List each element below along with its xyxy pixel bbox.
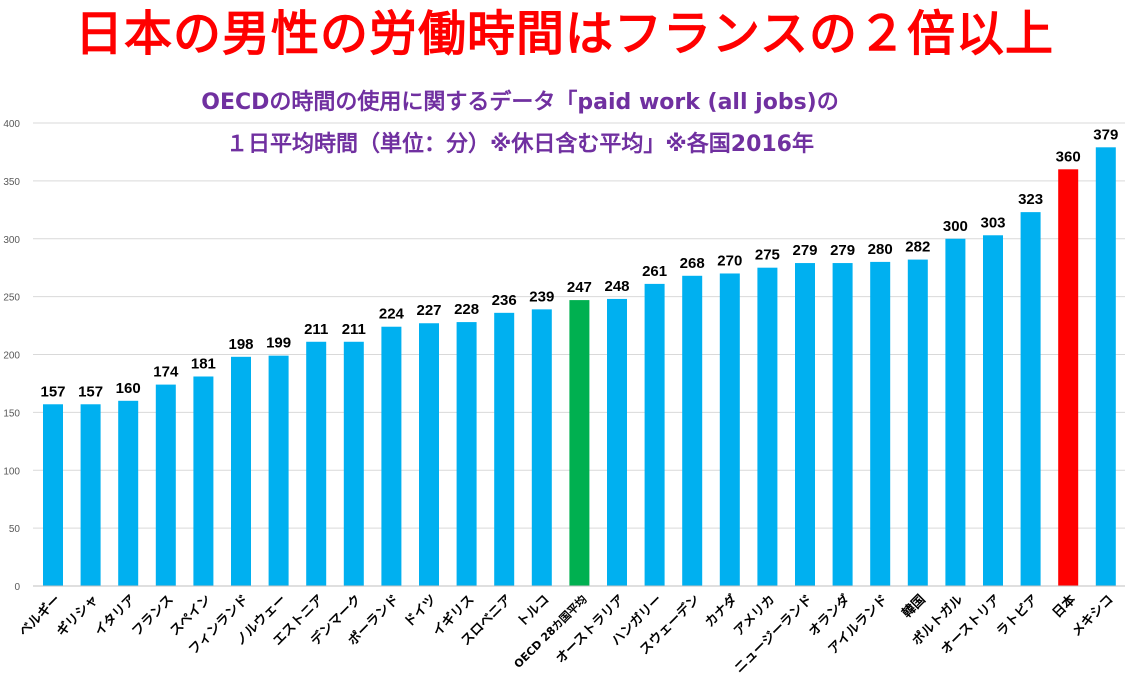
data-label: 248 (604, 278, 629, 295)
bar (644, 283, 665, 586)
bar (268, 355, 289, 586)
data-label: 279 (792, 242, 817, 259)
data-label: 303 (980, 214, 1005, 231)
data-label: 227 (416, 302, 441, 319)
bar (494, 312, 515, 586)
chart-title: 日本の男性の労働時間はフランスの２倍以上 (74, 6, 1055, 62)
x-tick-label: ギリシャ (53, 592, 101, 640)
bar (757, 267, 778, 586)
x-tick-label: 韓国 (899, 592, 929, 622)
bar (569, 300, 590, 586)
bar (456, 322, 477, 586)
data-label: 275 (755, 247, 780, 264)
data-label: 323 (1018, 191, 1043, 208)
bar (43, 404, 63, 586)
chart-subtitle-line-2: １日平均時間（単位：分）※休日含む平均」※各国2016年 (225, 132, 814, 157)
data-label: 360 (1056, 148, 1081, 165)
y-tick-label: 0 (14, 582, 20, 593)
bar (983, 235, 1003, 586)
bar (945, 238, 966, 586)
data-label: 300 (943, 218, 968, 235)
y-tick-label: 350 (3, 177, 20, 188)
y-tick-label: 150 (3, 408, 20, 419)
x-tick-label: 日本 (1049, 592, 1079, 622)
y-tick-label: 50 (9, 524, 21, 535)
data-label: 247 (567, 279, 592, 296)
x-tick-label: メキシコ (1069, 592, 1116, 639)
data-label: 174 (153, 364, 179, 381)
data-label: 157 (78, 383, 103, 400)
y-tick-label: 100 (3, 466, 20, 477)
bar (1020, 212, 1041, 586)
data-label: 211 (304, 321, 328, 338)
x-tick-label: ラトビア (993, 592, 1041, 640)
y-tick-label: 300 (3, 235, 20, 246)
y-tick-label: 200 (3, 351, 20, 362)
x-tick-label: フランス (129, 592, 176, 639)
data-label: 236 (492, 292, 517, 309)
bar (719, 273, 740, 586)
data-label: 199 (266, 335, 291, 352)
x-tick-label: トルコ (515, 592, 553, 630)
bar (907, 259, 928, 586)
data-label: 198 (228, 336, 253, 353)
data-label: 270 (717, 252, 742, 269)
data-label: 282 (905, 239, 930, 256)
data-label: 224 (379, 306, 405, 323)
data-label: 181 (191, 355, 216, 372)
bar (80, 404, 101, 586)
y-tick-label: 250 (3, 293, 20, 304)
bar (231, 356, 251, 586)
bar (531, 309, 552, 586)
bar (682, 275, 703, 586)
data-label: 157 (40, 383, 65, 400)
data-label: 279 (830, 242, 855, 259)
bar (193, 376, 214, 586)
data-label: 268 (680, 255, 705, 272)
bar (607, 298, 627, 586)
data-label: 239 (529, 288, 554, 305)
bar (381, 326, 402, 586)
chart-subtitle-line-1: OECDの時間の使用に関するデータ「paid work (all jobs)の (201, 90, 839, 115)
data-label: 379 (1093, 126, 1118, 143)
bar (155, 384, 176, 586)
y-tick-label: 400 (3, 119, 20, 130)
bar (1095, 147, 1116, 586)
bar (870, 261, 891, 586)
data-label: 280 (868, 241, 893, 258)
bar (795, 263, 815, 586)
bar (118, 400, 139, 586)
data-label: 228 (454, 301, 479, 318)
bar (832, 263, 853, 586)
data-label: 211 (342, 321, 366, 338)
bar (306, 341, 327, 586)
bar (419, 323, 439, 586)
bar (1058, 169, 1079, 587)
bar (343, 341, 364, 586)
data-label: 261 (642, 263, 667, 280)
data-label: 160 (116, 380, 141, 397)
